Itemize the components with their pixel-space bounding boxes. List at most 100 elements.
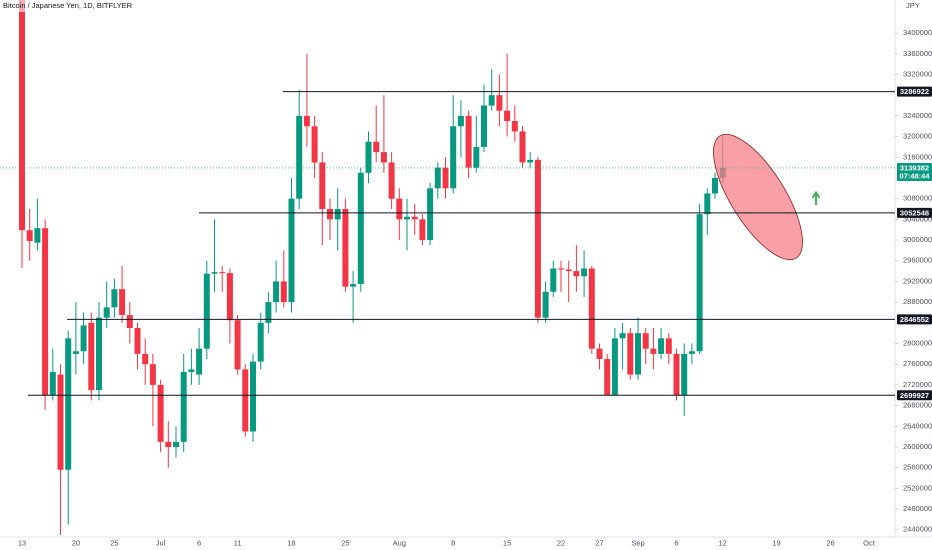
y-tick-label: 3000000 xyxy=(903,235,932,244)
x-tick-label: 6 xyxy=(674,538,678,547)
candle-body xyxy=(619,333,626,339)
candle-body xyxy=(257,322,264,362)
y-tick-label: 3320000 xyxy=(903,69,932,78)
y-tick-label: 3400000 xyxy=(903,28,932,37)
candle-body xyxy=(188,369,195,372)
candle-body xyxy=(265,302,272,323)
x-tick-label: Jul xyxy=(156,538,166,547)
candle-body xyxy=(242,369,249,432)
candles xyxy=(19,0,726,535)
candle-body xyxy=(596,348,603,360)
candle-body xyxy=(419,219,426,241)
x-tick-label: 26 xyxy=(826,538,834,547)
candle-body xyxy=(111,289,118,308)
candle-body xyxy=(542,291,549,318)
candle-body xyxy=(342,209,349,287)
candle-body xyxy=(550,268,557,292)
candle-body xyxy=(157,384,164,442)
candle-body xyxy=(404,216,410,220)
candle-body xyxy=(211,272,218,274)
candle-body xyxy=(88,322,95,391)
title-backdrop xyxy=(0,0,150,12)
candle-body xyxy=(180,371,187,442)
y-tick-label: 3240000 xyxy=(903,111,932,120)
level-label: 3052548 xyxy=(900,208,929,217)
candle-body xyxy=(688,351,695,354)
candle-body xyxy=(280,281,287,303)
x-tick-label: 11 xyxy=(234,538,242,547)
candle-body xyxy=(65,338,72,470)
y-tick-label: 2600000 xyxy=(903,442,932,451)
candle-body xyxy=(665,338,672,354)
y-tick-label: 2520000 xyxy=(903,483,932,492)
currency-label: JPY xyxy=(906,1,920,10)
x-tick-label: 25 xyxy=(110,538,118,547)
y-tick-label: 3200000 xyxy=(903,132,932,141)
candle-body xyxy=(96,317,102,391)
candle-body xyxy=(34,228,41,243)
candle-body xyxy=(196,348,203,375)
candle-body xyxy=(203,273,210,349)
candle-body xyxy=(396,198,403,220)
candle-body xyxy=(411,216,418,220)
candle-body xyxy=(80,325,87,352)
candle-body xyxy=(119,289,126,316)
x-tick-label: Aug xyxy=(393,538,406,547)
y-tick-label: 2480000 xyxy=(903,504,932,513)
candle-body xyxy=(103,307,110,318)
candle-body xyxy=(380,152,387,163)
candle-body xyxy=(481,105,487,147)
y-tick-label: 2960000 xyxy=(903,256,932,265)
countdown-label: 07:48:44 xyxy=(899,171,930,180)
candle-body xyxy=(588,268,595,349)
candle-body xyxy=(373,141,380,153)
candle-body xyxy=(558,268,564,270)
level-label: 3286922 xyxy=(900,87,929,96)
candle-body xyxy=(465,115,472,168)
x-tick-label: Sep xyxy=(631,538,644,547)
candle-body xyxy=(450,126,457,189)
candle-body xyxy=(134,327,141,354)
candle-body xyxy=(365,141,372,173)
y-tick-label: 2760000 xyxy=(903,359,932,368)
candle-body xyxy=(511,121,518,132)
candle-body xyxy=(319,162,326,210)
level-label-box xyxy=(897,390,932,401)
candle-body xyxy=(673,353,680,396)
candle-body xyxy=(696,214,703,352)
x-tick-label: 27 xyxy=(595,538,603,547)
y-tick-label: 2920000 xyxy=(903,276,932,285)
candle-body xyxy=(250,361,256,432)
x-tick-label: 22 xyxy=(557,538,565,547)
candle-body xyxy=(273,281,280,303)
candle-body xyxy=(142,353,149,365)
candle-body xyxy=(350,284,357,287)
candle-body xyxy=(219,272,226,274)
candle-body xyxy=(496,95,503,111)
candle-body xyxy=(311,126,318,163)
candle-body xyxy=(72,351,79,354)
y-tick-label: 2800000 xyxy=(903,338,932,347)
level-label: 2846552 xyxy=(900,315,929,324)
candle-body xyxy=(126,315,133,328)
candle-body xyxy=(388,162,395,199)
x-tick-label: 8 xyxy=(451,538,455,547)
y-tick-label: 2640000 xyxy=(903,421,932,430)
candle-body xyxy=(26,230,33,242)
candle-body xyxy=(334,209,341,220)
candle-body xyxy=(565,269,572,272)
candle-body xyxy=(650,348,657,354)
candle-body xyxy=(627,333,634,375)
y-tick-label: 2720000 xyxy=(903,380,932,389)
candle-body xyxy=(288,198,295,303)
y-tick-label: 2880000 xyxy=(903,297,932,306)
candle-body xyxy=(165,441,172,447)
highlight-ellipse xyxy=(713,133,803,261)
x-tick-label: 20 xyxy=(72,538,80,547)
x-tick-label: 13 xyxy=(18,538,26,547)
x-tick-label: 25 xyxy=(341,538,349,547)
chart-title: Bitcoin / Japanese Yen, 1D, BITFLYER xyxy=(3,1,133,10)
y-tick-label: 2440000 xyxy=(903,525,932,534)
x-tick-label: 18 xyxy=(287,538,295,547)
candle-body xyxy=(519,131,526,163)
